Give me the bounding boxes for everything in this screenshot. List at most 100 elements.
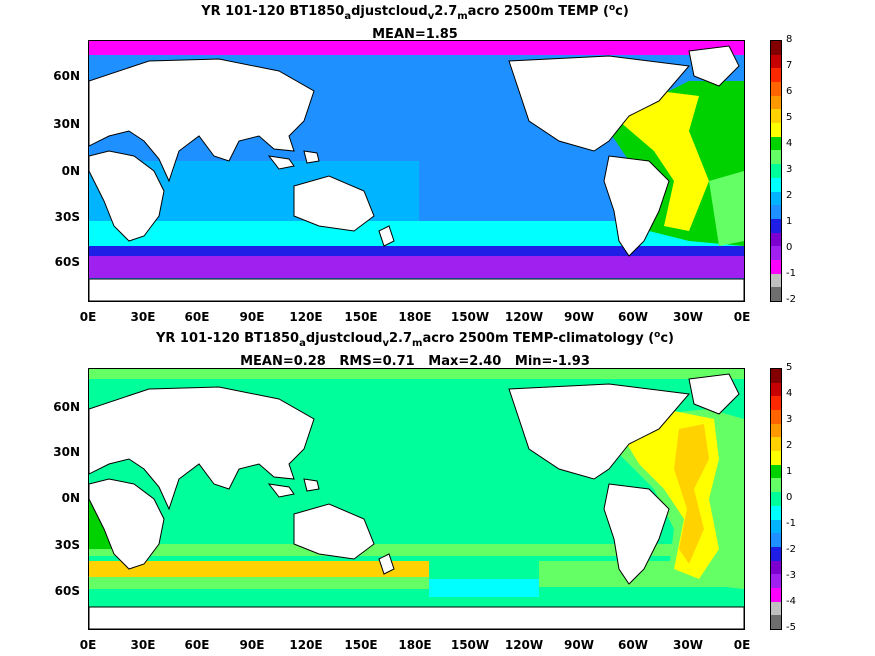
panel2-atlantic-orange <box>674 424 709 564</box>
panel2-lon-label: 150E <box>344 638 378 652</box>
colorbar-tick-label: 4 <box>786 388 793 399</box>
panel2-title-sup: o <box>654 330 661 340</box>
panel1-title-text: 2.7 <box>434 4 458 19</box>
panel2-title-text: c) <box>660 331 674 346</box>
panel1-lon-label: 60E <box>184 310 210 324</box>
panel2-title-text: acro 2500m TEMP-climatology ( <box>422 331 655 346</box>
colorbar-segment <box>771 451 781 466</box>
panel2-title-sub: m <box>412 338 423 349</box>
colorbar-segment <box>771 615 781 630</box>
panel1-lon-label: 150W <box>450 310 490 324</box>
panel1-lat-label: 60S <box>54 255 80 269</box>
panel2-land <box>89 373 744 629</box>
panel2-lon-label: 120E <box>289 638 323 652</box>
colorbar-segment <box>771 54 781 69</box>
panel1-title-text: acro 2500m TEMP ( <box>467 4 609 19</box>
panel1-title-sub: m <box>457 11 468 22</box>
panel2-lon-label: 120W <box>504 638 544 652</box>
panel2-ocean-band <box>429 579 539 597</box>
panel1-lon-label: 150E <box>344 310 378 324</box>
panel2-ocean-band <box>89 369 744 379</box>
colorbar-segment <box>771 232 781 247</box>
colorbar-segment <box>771 396 781 411</box>
panel1-lon-label: 60W <box>618 310 648 324</box>
colorbar-tick-label: -1 <box>786 518 796 529</box>
panel1-title-text: c) <box>615 4 629 19</box>
panel2-colorbar <box>770 368 782 630</box>
panel2-title-text: 2.7 <box>389 331 413 346</box>
colorbar-segment <box>771 191 781 206</box>
panel2-ocean-band <box>89 577 429 589</box>
panel1-title-text: YR 101-120 BT1850 <box>201 4 345 19</box>
colorbar-segment <box>771 205 781 220</box>
panel1-land <box>89 45 744 301</box>
panel2-title-text: YR 101-120 BT1850 <box>155 331 300 346</box>
colorbar-tick-label: -3 <box>786 570 796 581</box>
colorbar-segment <box>771 587 781 602</box>
panel2-lon-label: 60E <box>184 638 210 652</box>
panel2-title-text: djustcloud <box>305 331 383 346</box>
colorbar-tick-label: -1 <box>786 268 796 279</box>
panel1-lat-label: 0N <box>61 164 80 178</box>
panel2-ocean-band <box>89 561 429 577</box>
panel1-ocean-band <box>89 41 744 55</box>
panel1-lon-label: 90E <box>239 310 265 324</box>
colorbar-segment <box>771 82 781 97</box>
colorbar-tick-label: 3 <box>786 414 793 425</box>
colorbar-tick-label: 4 <box>786 138 793 149</box>
colorbar-tick-label: 0 <box>786 492 793 503</box>
panel2-lat-label: 30S <box>54 538 80 552</box>
colorbar-tick-label: 8 <box>786 34 793 45</box>
panel2-lon-label: 60W <box>618 638 648 652</box>
panel1-map <box>88 40 745 302</box>
colorbar-segment <box>771 41 781 55</box>
panel2-stats: MEAN=0.28 RMS=0.71 Max=2.40 Min=-1.93 <box>240 354 590 369</box>
panel1-title-sub: v <box>427 11 435 22</box>
panel1-lat-label: 60N <box>53 69 80 83</box>
colorbar-segment <box>771 423 781 438</box>
panel1-lon-label: 30E <box>130 310 156 324</box>
colorbar-segment <box>771 123 781 138</box>
panel1-title-sub: a <box>344 11 352 22</box>
colorbar-segment <box>771 574 781 589</box>
panel2-lat-label: 60N <box>53 400 80 414</box>
colorbar-tick-label: 6 <box>786 86 793 97</box>
panel1-title-sup: o <box>608 3 616 13</box>
panel1-lon-label: 0E <box>79 310 97 324</box>
colorbar-segment <box>771 177 781 192</box>
colorbar-tick-label: -2 <box>786 544 796 555</box>
panel2-ocean-band <box>89 544 744 556</box>
colorbar-tick-label: 1 <box>786 466 793 477</box>
panel1-map-svg <box>89 41 744 301</box>
colorbar-segment <box>771 382 781 397</box>
colorbar-tick-label: 3 <box>786 164 793 175</box>
colorbar-segment <box>771 136 781 151</box>
panel1-lon-label: 0E <box>733 310 751 324</box>
panel1-lon-label: 30W <box>673 310 703 324</box>
panel2-lon-label: 150W <box>450 638 490 652</box>
colorbar-segment <box>771 546 781 561</box>
panel2-lon-label: 30W <box>673 638 703 652</box>
panel2-lat-label: 0N <box>61 491 80 505</box>
colorbar-segment <box>771 519 781 534</box>
panel1-lat-label: 30N <box>53 117 80 131</box>
panel2-lon-label: 180E <box>398 638 432 652</box>
panel1-atlantic-light <box>709 171 744 246</box>
colorbar-segment <box>771 410 781 425</box>
colorbar-segment <box>771 259 781 274</box>
panel2-lat-label: 60S <box>54 584 80 598</box>
colorbar-segment <box>771 164 781 179</box>
panel1-colorbar <box>770 40 782 302</box>
colorbar-tick-label: 5 <box>786 362 793 373</box>
panel2-lon-label: 0E <box>79 638 97 652</box>
panel1-stats: MEAN=1.85 <box>372 27 458 42</box>
colorbar-segment <box>771 437 781 452</box>
colorbar-segment <box>771 560 781 575</box>
colorbar-segment <box>771 464 781 479</box>
colorbar-segment <box>771 492 781 507</box>
panel1-lon-label: 180E <box>398 310 432 324</box>
colorbar-segment <box>771 95 781 110</box>
panel2-map <box>88 368 745 630</box>
panel1-lon-label: 90W <box>564 310 594 324</box>
panel2-title-sub: a <box>299 338 306 349</box>
